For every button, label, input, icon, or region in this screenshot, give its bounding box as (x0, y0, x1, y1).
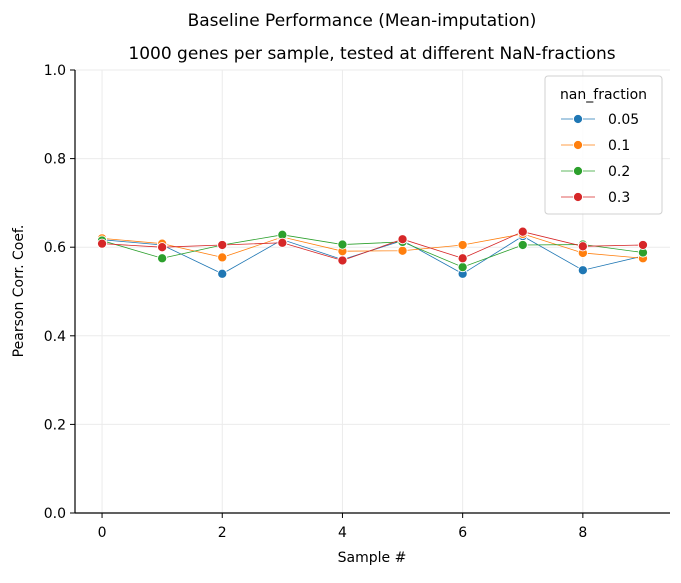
legend-marker-0.1 (572, 139, 584, 151)
series-line-0.1 (102, 233, 643, 259)
legend-box (544, 75, 663, 215)
y-tick-label-4: 0.8 (44, 152, 66, 168)
y-tick-label-1: 0.2 (44, 417, 66, 433)
legend-marker-0.3 (572, 191, 584, 203)
series-line-0.05 (102, 235, 644, 275)
series-line-0.2 (101, 234, 644, 268)
data-point-0.3-6 (457, 253, 468, 264)
x-tick-label-4: 8 (578, 525, 587, 541)
x-tick-label-0: 0 (98, 525, 107, 541)
legend-marker-0.05 (572, 113, 584, 125)
chart-title: 1000 genes per sample, tested at differe… (128, 44, 615, 64)
legend-label-0.2: 0.2 (608, 164, 630, 180)
data-point-0.05-8 (577, 265, 588, 276)
y-tick-label-3: 0.6 (44, 240, 66, 256)
chart-suptitle: Baseline Performance (Mean-imputation) (188, 11, 537, 31)
data-point-0.2-4 (337, 239, 348, 250)
data-point-0.2-7 (517, 239, 528, 251)
data-point-0.3-0 (96, 238, 108, 249)
data-point-0.2-6 (457, 262, 468, 273)
x-tick-label-2: 4 (338, 525, 347, 541)
data-point-0.1-5 (397, 245, 408, 256)
data-point-0.2-1 (157, 253, 168, 264)
legend-label-0.1: 0.1 (608, 138, 630, 154)
series-layer (96, 226, 649, 279)
data-point-0.3-5 (397, 234, 408, 245)
y-tick-label-0: 0.0 (44, 506, 66, 522)
data-point-0.05-2 (217, 268, 228, 279)
legend-label-0.3: 0.3 (608, 190, 630, 206)
legend-label-0.05: 0.05 (608, 112, 639, 128)
data-point-0.3-8 (577, 241, 588, 252)
data-point-0.3-3 (277, 237, 288, 248)
data-point-0.3-9 (637, 239, 649, 251)
x-axis-label: Sample # (338, 550, 407, 566)
data-point-0.1-6 (457, 239, 468, 251)
y-axis-label: Pearson Corr. Coef. (11, 225, 27, 358)
data-point-0.3-1 (157, 242, 168, 253)
data-point-0.1-2 (217, 252, 228, 263)
legend-marker-0.2 (572, 165, 584, 177)
x-tick-label-3: 6 (458, 525, 467, 541)
data-point-0.3-7 (517, 226, 528, 237)
axes-layer: 0 2 4 6 8 0.0 0.2 0.4 0.6 0.8 1.0 (44, 63, 670, 541)
series-line-0.3 (102, 231, 643, 261)
data-point-0.3-4 (337, 255, 348, 266)
legend: nan_fraction 0.05 0.1 0.2 0.3 (544, 75, 663, 215)
y-tick-label-2: 0.4 (44, 329, 66, 345)
x-tick-label-1: 2 (218, 525, 227, 541)
data-point-0.3-2 (217, 239, 228, 251)
legend-title: nan_fraction (560, 87, 647, 103)
y-tick-label-5: 1.0 (44, 63, 66, 79)
